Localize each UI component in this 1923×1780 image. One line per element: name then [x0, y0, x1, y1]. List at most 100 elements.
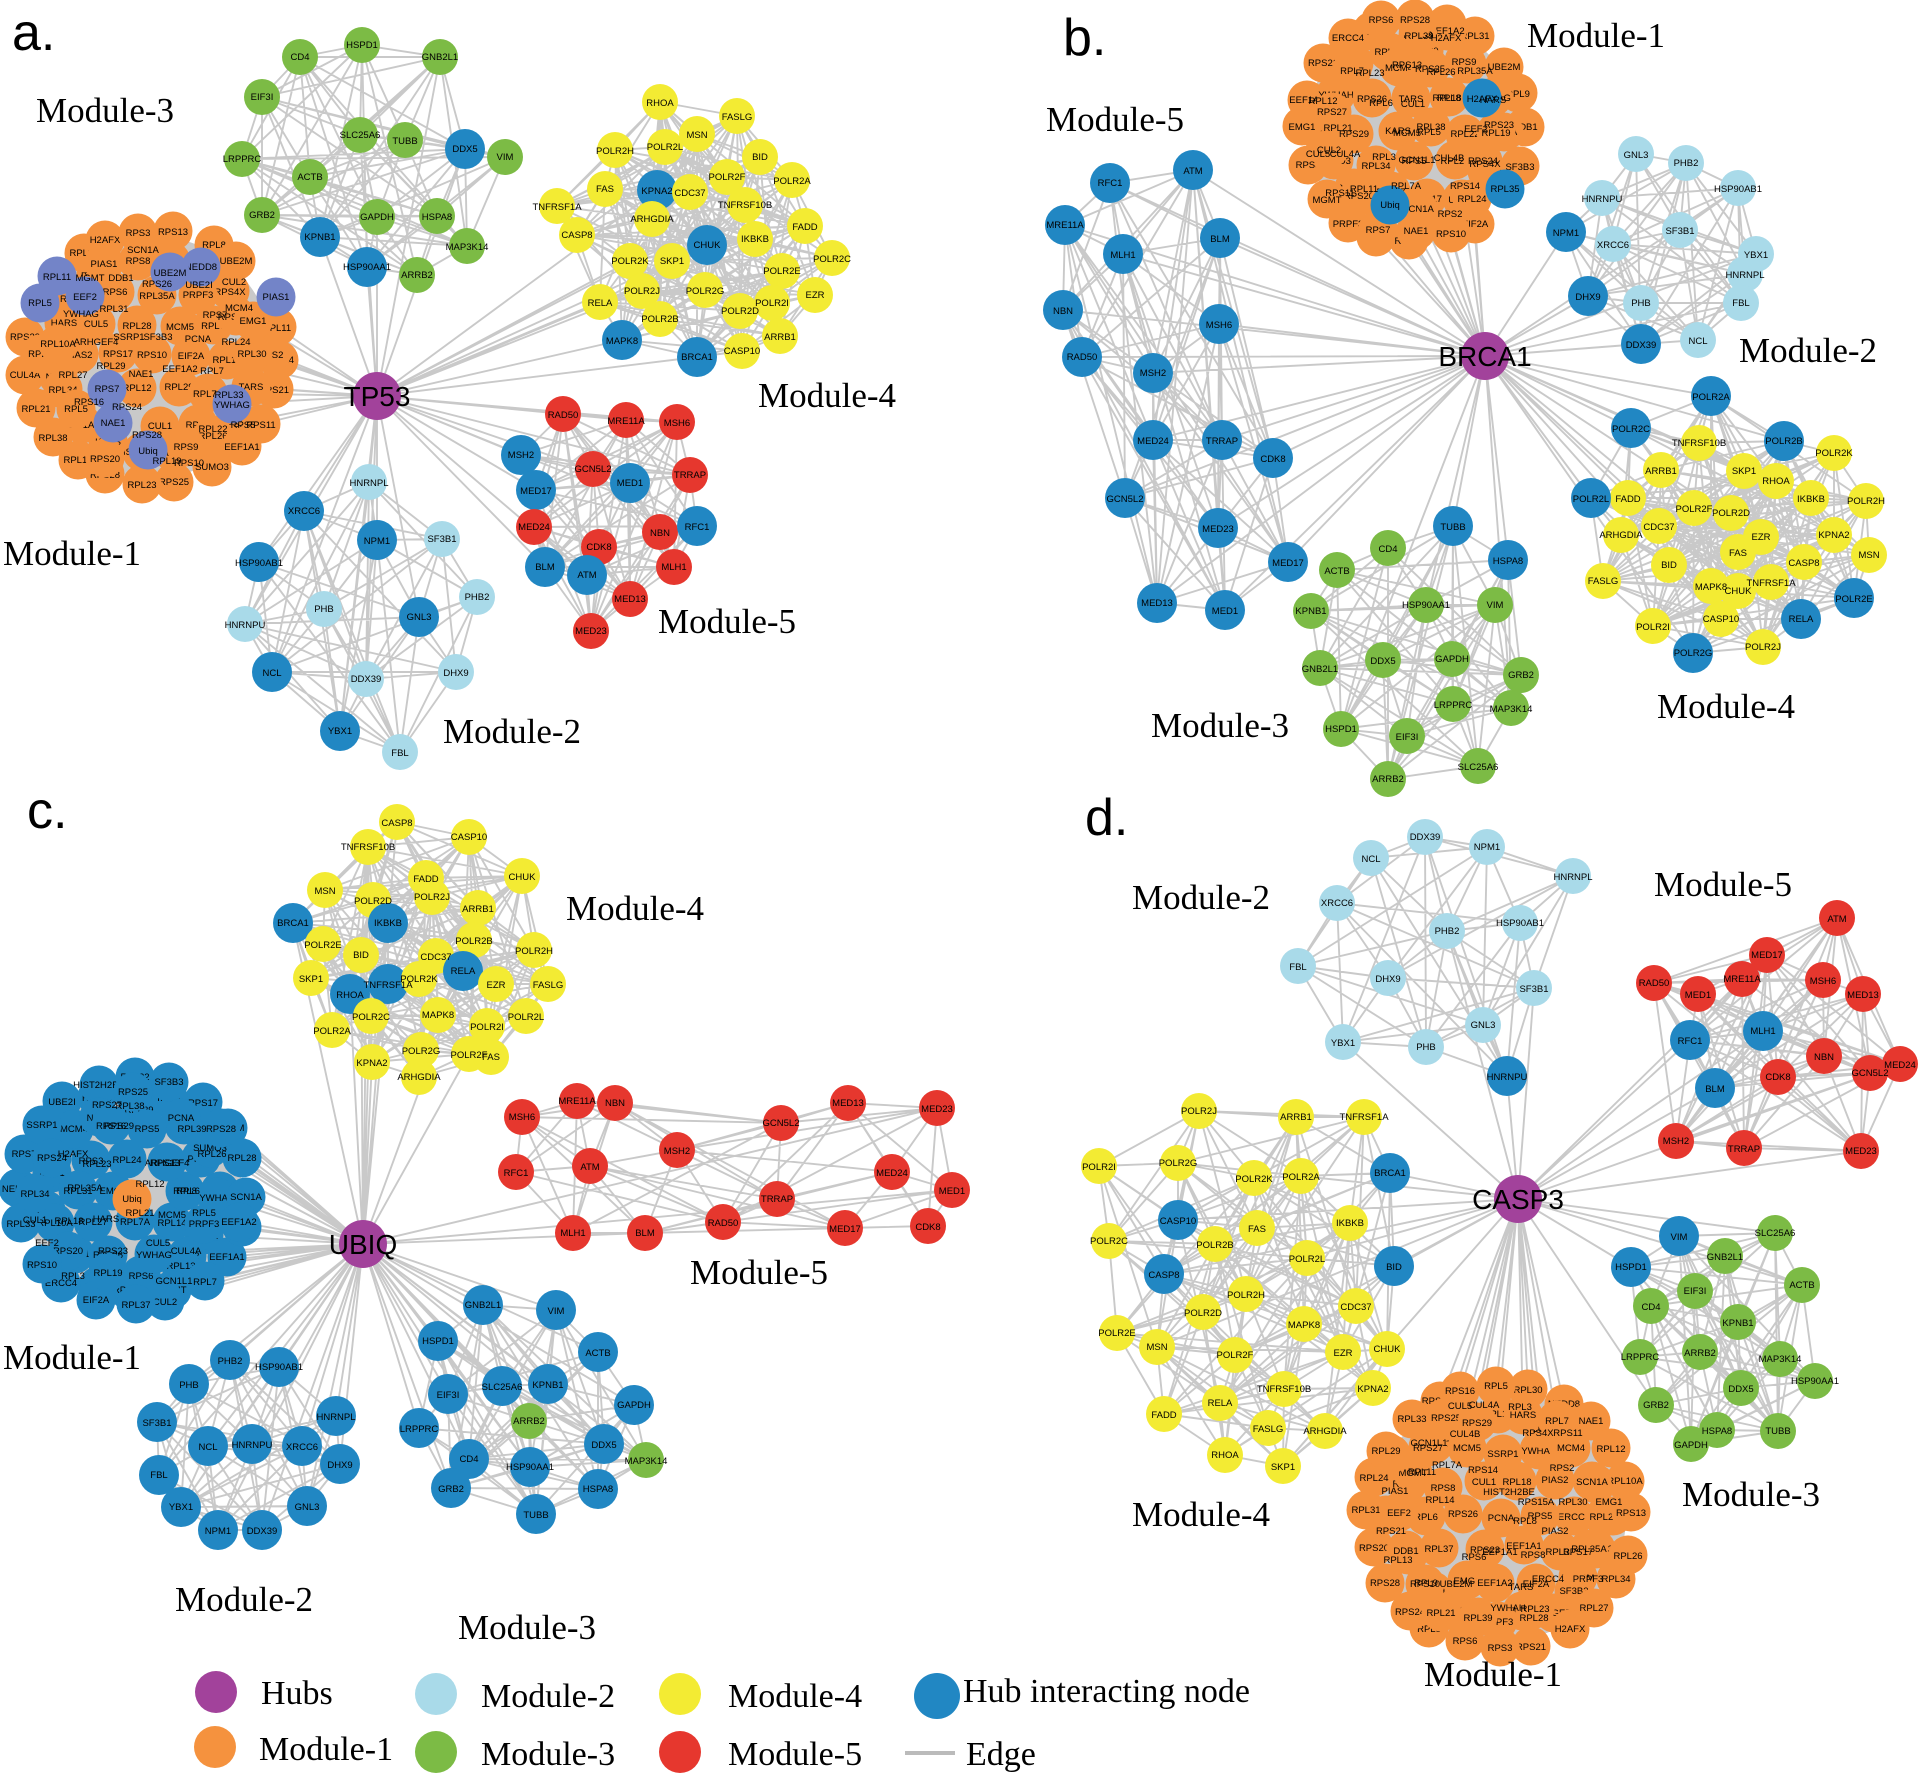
svg-text:UBIQ: UBIQ [329, 1229, 397, 1260]
svg-text:SF3B1: SF3B1 [142, 1418, 171, 1429]
svg-text:RPS10: RPS10 [27, 1260, 57, 1271]
svg-text:RPL38: RPL38 [1416, 122, 1445, 133]
svg-text:POLR2K: POLR2K [1235, 1174, 1273, 1185]
svg-text:RPL12: RPL12 [135, 1179, 164, 1190]
svg-text:FAS: FAS [596, 184, 614, 195]
svg-text:RPL11: RPL11 [43, 272, 71, 283]
svg-text:BLM: BLM [535, 562, 555, 573]
svg-text:CASP3: CASP3 [1472, 1184, 1564, 1215]
svg-text:SLC25A6: SLC25A6 [1755, 1228, 1796, 1239]
svg-text:EMG1: EMG1 [1596, 1497, 1623, 1508]
svg-text:RPL8: RPL8 [1513, 1516, 1537, 1527]
svg-text:TRRAP: TRRAP [1728, 1144, 1760, 1155]
svg-text:MED13: MED13 [614, 594, 646, 605]
svg-text:VIM: VIM [1671, 1232, 1688, 1243]
svg-text:POLR2B: POLR2B [641, 314, 679, 325]
svg-text:FBL: FBL [391, 748, 408, 759]
svg-text:PHB: PHB [314, 604, 334, 615]
svg-text:RPS10: RPS10 [1410, 1579, 1440, 1590]
svg-text:RPL8: RPL8 [202, 240, 226, 251]
svg-text:FADD: FADD [413, 874, 438, 885]
svg-text:HSPA8: HSPA8 [422, 212, 452, 223]
svg-text:RELA: RELA [1208, 1398, 1233, 1409]
svg-text:RPL39: RPL39 [1404, 31, 1433, 42]
svg-text:DDX39: DDX39 [351, 674, 382, 685]
svg-text:TARS: TARS [1509, 1582, 1534, 1593]
svg-text:RPL3: RPL3 [1372, 152, 1396, 163]
svg-text:RPL34: RPL34 [20, 1189, 49, 1200]
svg-text:RHOA: RHOA [646, 98, 674, 109]
svg-text:SSRP1: SSRP1 [1487, 1449, 1518, 1460]
svg-text:CDC37: CDC37 [1643, 522, 1674, 533]
svg-text:RPS6: RPS6 [1462, 1552, 1487, 1563]
svg-text:RPL26: RPL26 [198, 431, 227, 442]
svg-text:CUL5: CUL5 [146, 1238, 170, 1249]
svg-text:POLR2E: POLR2E [304, 940, 342, 951]
svg-text:SLC25A6: SLC25A6 [482, 1382, 523, 1393]
svg-text:RPS13: RPS13 [1392, 60, 1422, 71]
svg-text:CASP10: CASP10 [1160, 1216, 1196, 1227]
svg-text:HARS: HARS [51, 318, 77, 329]
svg-text:POLR2E: POLR2E [1098, 1328, 1136, 1339]
svg-text:Ubiq: Ubiq [1380, 200, 1400, 211]
svg-text:RPL19: RPL19 [63, 455, 92, 466]
svg-text:POLR2A: POLR2A [1692, 392, 1730, 403]
svg-text:HSP90AB1: HSP90AB1 [255, 1362, 303, 1373]
svg-text:POLR2E: POLR2E [1835, 594, 1873, 605]
svg-text:TNFRSF1A: TNFRSF1A [532, 202, 582, 213]
svg-text:POLR2B: POLR2B [455, 936, 493, 947]
svg-text:RPS5: RPS5 [1528, 1511, 1553, 1522]
svg-text:KPNA2: KPNA2 [1357, 1384, 1388, 1395]
svg-text:MED24: MED24 [518, 522, 550, 533]
svg-text:YWHAH: YWHAH [199, 1193, 235, 1204]
svg-text:RPL39: RPL39 [1463, 1613, 1492, 1624]
svg-text:MED13: MED13 [832, 1098, 864, 1109]
svg-text:RPS20: RPS20 [90, 454, 120, 465]
svg-text:NCL: NCL [262, 668, 281, 679]
svg-text:MCM5: MCM5 [158, 1210, 186, 1221]
svg-text:CDC37: CDC37 [674, 188, 705, 199]
svg-text:GRB2: GRB2 [438, 1484, 464, 1495]
svg-text:Module-5: Module-5 [1046, 100, 1184, 139]
svg-text:DDX39: DDX39 [247, 1526, 278, 1537]
svg-text:MED1: MED1 [1685, 990, 1711, 1001]
svg-text:EEF1A2: EEF1A2 [221, 1217, 256, 1228]
svg-text:RPS8: RPS8 [1296, 160, 1321, 171]
svg-text:PRPF3: PRPF3 [1333, 219, 1364, 230]
svg-text:RPL8: RPL8 [1417, 1624, 1441, 1635]
svg-text:Module-2: Module-2 [1739, 331, 1877, 370]
svg-text:MAPK8: MAPK8 [422, 1010, 454, 1021]
svg-text:RPL31: RPL31 [99, 304, 128, 315]
svg-text:RPL14: RPL14 [1425, 1495, 1454, 1506]
svg-text:CDK8: CDK8 [1765, 1072, 1790, 1083]
svg-text:IKBKB: IKBKB [1797, 494, 1825, 505]
svg-text:RPL35: RPL35 [1490, 184, 1519, 195]
svg-text:SCN1A: SCN1A [1576, 1477, 1608, 1488]
svg-text:RPS21: RPS21 [1516, 1642, 1546, 1653]
svg-text:NPM1: NPM1 [205, 1526, 231, 1537]
svg-text:GAPDH: GAPDH [1435, 654, 1469, 665]
svg-text:GAPDH: GAPDH [1674, 1440, 1708, 1451]
svg-text:FAS: FAS [482, 1052, 500, 1063]
svg-text:XRCC6: XRCC6 [1597, 240, 1629, 251]
svg-text:RPS13: RPS13 [158, 227, 188, 238]
svg-text:RPL38: RPL38 [115, 1101, 144, 1112]
svg-text:MED23: MED23 [1845, 1146, 1877, 1157]
svg-text:RPL23: RPL23 [82, 1159, 111, 1170]
svg-text:NBN: NBN [1814, 1052, 1834, 1063]
svg-text:HSPD1: HSPD1 [346, 40, 378, 51]
svg-text:MED24: MED24 [1137, 436, 1169, 447]
svg-text:VIM: VIM [548, 1306, 565, 1317]
svg-text:POLR2L: POLR2L [508, 1012, 544, 1023]
svg-text:TNFRSF1A: TNFRSF1A [1746, 578, 1796, 589]
svg-text:YBX1: YBX1 [169, 1502, 193, 1513]
svg-text:RPL30: RPL30 [1513, 1385, 1542, 1396]
svg-text:RPL26: RPL26 [197, 1149, 226, 1160]
svg-text:MED24: MED24 [1884, 1060, 1916, 1071]
svg-text:POLR2F: POLR2F [709, 172, 746, 183]
svg-text:MCM4: MCM4 [1557, 1443, 1585, 1454]
svg-text:POLR2C: POLR2C [1090, 1236, 1128, 1247]
svg-text:FBL: FBL [150, 1470, 167, 1481]
svg-text:YBX1: YBX1 [328, 726, 352, 737]
svg-text:RPS13: RPS13 [1616, 1508, 1646, 1519]
